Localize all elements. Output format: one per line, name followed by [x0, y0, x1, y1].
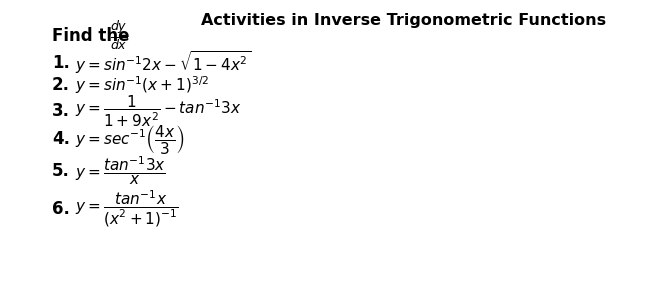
Text: $y = \dfrac{1}{1+9x^{2}} - tan^{-1}3x$: $y = \dfrac{1}{1+9x^{2}} - tan^{-1}3x$ [75, 93, 242, 129]
Text: 5.: 5. [52, 162, 70, 180]
Text: $y = \dfrac{tan^{-1}x}{(x^{2}+1)^{-1}}$: $y = \dfrac{tan^{-1}x}{(x^{2}+1)^{-1}}$ [75, 189, 179, 229]
Text: $\frac{dy}{dx}$: $\frac{dy}{dx}$ [110, 20, 128, 52]
Text: 4.: 4. [52, 130, 70, 148]
Text: $y = sin^{-1}(x+1)^{3/2}$: $y = sin^{-1}(x+1)^{3/2}$ [75, 74, 209, 96]
Text: $y = sec^{-1}\left(\dfrac{4x}{3}\right)$: $y = sec^{-1}\left(\dfrac{4x}{3}\right)$ [75, 123, 184, 155]
Text: 6.: 6. [52, 200, 70, 218]
Text: 2.: 2. [52, 76, 70, 94]
Text: $y = sin^{-1}2x - \sqrt{1-4x^{2}}$: $y = sin^{-1}2x - \sqrt{1-4x^{2}}$ [75, 49, 251, 76]
Text: 3.: 3. [52, 102, 70, 120]
Text: $y = \dfrac{tan^{-1}3x}{x}$: $y = \dfrac{tan^{-1}3x}{x}$ [75, 155, 166, 187]
Text: Find the: Find the [52, 27, 135, 45]
Text: Activities in Inverse Trigonometric Functions: Activities in Inverse Trigonometric Func… [201, 13, 606, 28]
Text: 1.: 1. [52, 54, 70, 72]
